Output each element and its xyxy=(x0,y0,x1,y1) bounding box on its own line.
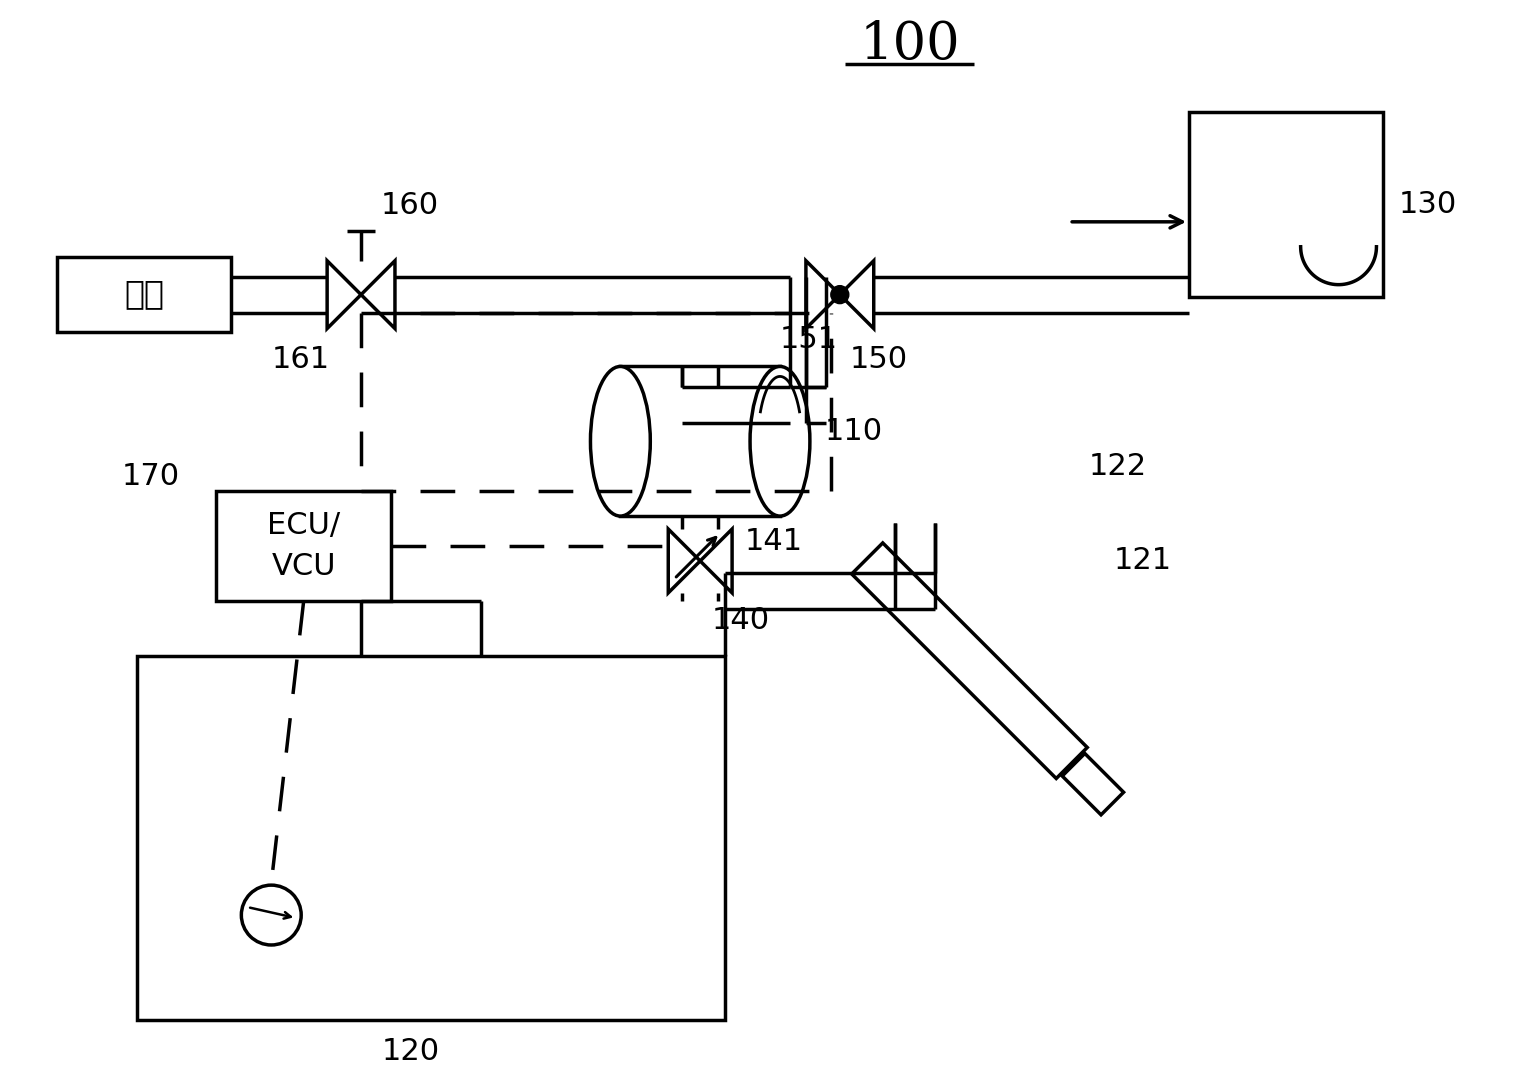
Polygon shape xyxy=(1062,754,1123,815)
Polygon shape xyxy=(851,543,1087,779)
Text: 100: 100 xyxy=(859,19,960,70)
Text: 161: 161 xyxy=(271,345,329,374)
Text: 120: 120 xyxy=(382,1038,440,1066)
Text: 空气: 空气 xyxy=(125,277,165,311)
Polygon shape xyxy=(668,529,700,592)
Bar xyxy=(620,367,780,516)
Polygon shape xyxy=(700,529,733,592)
Bar xyxy=(1190,112,1384,297)
Ellipse shape xyxy=(591,367,651,516)
Bar xyxy=(217,491,391,601)
Text: 140: 140 xyxy=(713,607,771,635)
Circle shape xyxy=(831,286,850,303)
Polygon shape xyxy=(362,261,396,328)
Circle shape xyxy=(242,885,302,945)
Text: 160: 160 xyxy=(382,191,439,220)
Text: ECU/
VCU: ECU/ VCU xyxy=(268,512,340,580)
Ellipse shape xyxy=(749,367,810,516)
Bar xyxy=(57,256,231,332)
Text: 151: 151 xyxy=(780,325,839,353)
Polygon shape xyxy=(840,261,874,328)
Text: 150: 150 xyxy=(850,345,908,374)
Text: 141: 141 xyxy=(745,527,803,555)
Text: 130: 130 xyxy=(1399,190,1456,219)
Polygon shape xyxy=(328,261,362,328)
Polygon shape xyxy=(806,261,840,328)
Text: 121: 121 xyxy=(1114,547,1173,575)
Text: 170: 170 xyxy=(122,461,180,491)
Text: 122: 122 xyxy=(1090,452,1147,481)
Bar xyxy=(137,656,725,1020)
Text: 110: 110 xyxy=(825,417,883,446)
